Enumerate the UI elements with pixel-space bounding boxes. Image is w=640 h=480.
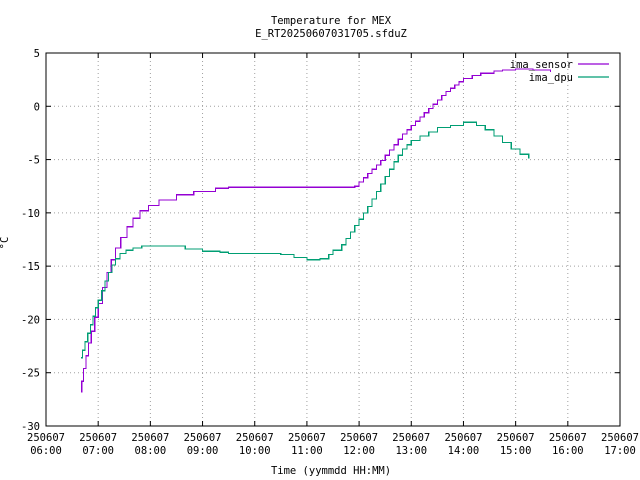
- legend-label: ima_dpu: [529, 72, 573, 84]
- x-tick-date: 250607: [444, 432, 482, 444]
- grid: [46, 53, 620, 426]
- x-tick-time: 08:00: [135, 445, 167, 457]
- x-tick-time: 12:00: [343, 445, 375, 457]
- y-tick-label: -25: [21, 368, 40, 380]
- x-tick-date: 250607: [184, 432, 222, 444]
- x-tick-date: 250607: [392, 432, 430, 444]
- x-tick-time: 16:00: [552, 445, 584, 457]
- y-tick-label: 5: [34, 48, 40, 60]
- series-line-ima-dpu: [80, 121, 530, 359]
- x-tick-date: 250607: [549, 432, 587, 444]
- chart-subtitle: E_RT20250607031705.sfduZ: [255, 28, 407, 40]
- y-tick-label: -20: [21, 314, 40, 326]
- x-tick-date: 250607: [288, 432, 326, 444]
- x-tick-time: 07:00: [82, 445, 114, 457]
- y-tick-label: -15: [21, 261, 40, 273]
- series-lines: [80, 68, 551, 393]
- x-tick-time: 17:00: [604, 445, 636, 457]
- plot-frame: [45, 52, 621, 427]
- legend-label: ima_sensor: [510, 59, 573, 71]
- x-tick-date: 250607: [340, 432, 378, 444]
- x-tick-time: 10:00: [239, 445, 271, 457]
- x-tick-time: 11:00: [291, 445, 323, 457]
- series-line-ima-sensor: [80, 68, 551, 393]
- y-tick-label: 0: [34, 101, 40, 113]
- x-tick-time: 13:00: [395, 445, 427, 457]
- x-tick-date: 250607: [497, 432, 535, 444]
- y-tick-label: -10: [21, 208, 40, 220]
- axis-ticks: 50-5-10-15-20-25-3025060706:0025060707:0…: [21, 48, 639, 457]
- x-tick-time: 14:00: [448, 445, 480, 457]
- x-tick-date: 250607: [601, 432, 639, 444]
- x-tick-date: 250607: [79, 432, 117, 444]
- x-tick-date: 250607: [131, 432, 169, 444]
- y-tick-label: -5: [27, 155, 40, 167]
- x-axis-label: Time (yymmdd HH:MM): [271, 465, 391, 477]
- x-tick-time: 15:00: [500, 445, 532, 457]
- x-tick-date: 250607: [27, 432, 65, 444]
- chart-title: Temperature for MEX: [271, 15, 392, 27]
- y-tick-label: -30: [21, 421, 40, 433]
- y-axis-label: °C: [0, 237, 11, 250]
- x-tick-time: 09:00: [187, 445, 219, 457]
- x-tick-date: 250607: [236, 432, 274, 444]
- x-tick-time: 06:00: [30, 445, 62, 457]
